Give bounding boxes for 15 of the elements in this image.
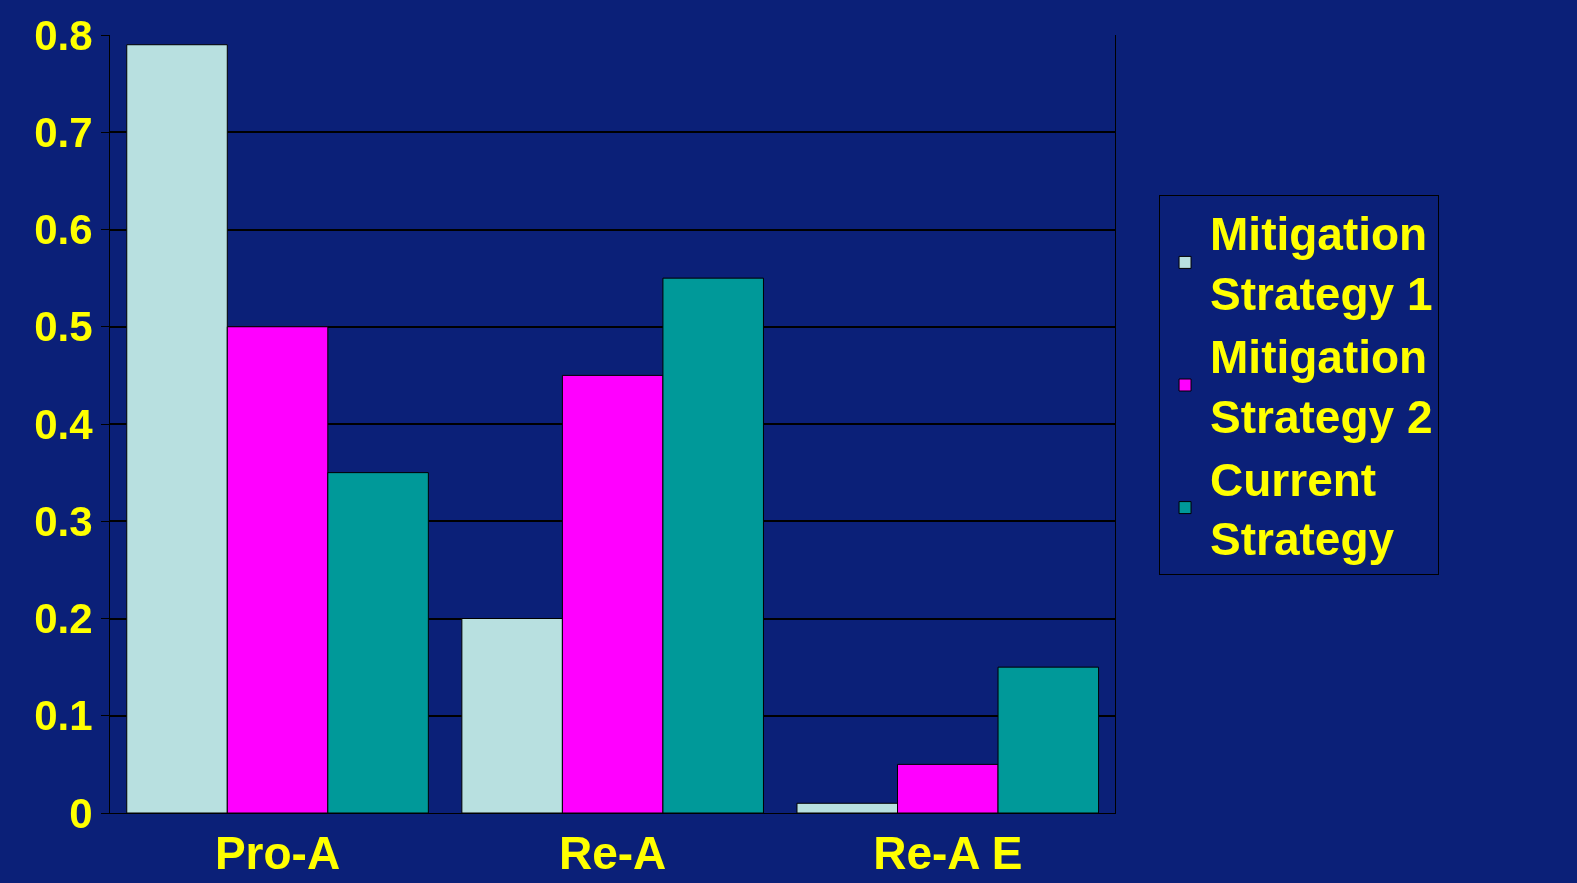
x-tick-label: Re-A bbox=[559, 827, 667, 880]
legend-label: Current Strategy bbox=[1210, 453, 1395, 566]
y-tick-label: 0.5 bbox=[34, 303, 93, 351]
y-tick-label: 0.3 bbox=[34, 497, 93, 545]
x-tick-label: Re-A E bbox=[873, 827, 1023, 880]
y-tick-label: 0.4 bbox=[34, 400, 94, 448]
y-tick-label: 0.2 bbox=[34, 595, 93, 643]
y-tick-label: 0.8 bbox=[34, 11, 93, 59]
y-tick-label: 0.6 bbox=[34, 206, 93, 254]
legend-label: Mitigation Strategy 1 bbox=[1210, 208, 1433, 321]
y-tick-label: 0.1 bbox=[34, 692, 93, 740]
legend-label: Mitigation Strategy 2 bbox=[1210, 331, 1433, 443]
x-tick-label: Pro-A bbox=[214, 827, 341, 880]
y-tick-label: 0 bbox=[69, 789, 93, 837]
y-tick-label: 0.7 bbox=[34, 108, 93, 156]
